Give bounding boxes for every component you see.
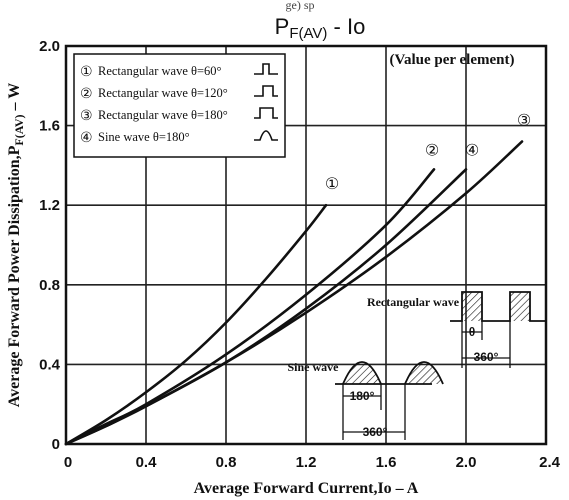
- x-axis-label: Average Forward Current,Io – A: [194, 480, 419, 497]
- x-tick-label: 1.6: [376, 454, 397, 471]
- sine-period-label: 360°: [363, 425, 388, 439]
- x-tick-label: 0.8: [216, 454, 237, 471]
- x-tick-label: 2.4: [539, 454, 561, 471]
- waveform-icon: [254, 107, 278, 119]
- series-marker-1: ①: [325, 174, 339, 193]
- legend-marker: ③: [80, 108, 93, 124]
- y-tick-label: 1.2: [39, 197, 60, 214]
- sine-wave-inset: Sine wave 180° 360°: [288, 360, 444, 440]
- y-tick-label: 0: [52, 436, 60, 453]
- theta-label: θ: [469, 325, 476, 339]
- legend: ① Rectangular wave θ=60° ② Rectangular wave…: [80, 63, 278, 146]
- chart-title: PF(AV) - Io: [275, 14, 366, 42]
- rectangular-wave-inset: Rectangular wave θ 360°: [367, 291, 545, 368]
- curves: [64, 140, 524, 446]
- sine-hump-2: [404, 361, 444, 385]
- y-tick-label: 0.4: [39, 356, 61, 373]
- legend-item-4: ④ Sine wave θ=180°: [80, 130, 278, 146]
- y-tick-label: 1.6: [39, 118, 60, 135]
- sine-half-label: 180°: [350, 389, 375, 403]
- legend-box: [73, 53, 286, 158]
- y-axis-label: Average Forward Power Dissipation,PF(AV)…: [6, 83, 26, 407]
- y-axis-label-subscript: F(AV): [12, 115, 26, 146]
- y-tick-label: 2.0: [39, 38, 60, 55]
- sine-hump-1: [342, 361, 382, 385]
- waveform-icon: [254, 85, 278, 97]
- value-note: (Value per element): [390, 52, 515, 68]
- legend-item-2: ② Rectangular wave θ=120°: [80, 85, 278, 102]
- x-tick-labels: 0 0.4 0.8 1.2 1.6 2.0 2.4: [64, 454, 561, 471]
- rect-period-label: 360°: [474, 350, 499, 364]
- legend-label: Rectangular wave θ=60°: [98, 64, 222, 78]
- legend-marker: ②: [80, 86, 93, 102]
- top-cutoff-text: ge) sp: [286, 0, 315, 12]
- y-tick-labels: 0 0.4 0.8 1.2 1.6 2.0: [39, 38, 61, 453]
- y-axis-label-unit: – W: [6, 83, 23, 115]
- legend-marker: ①: [80, 64, 93, 80]
- x-tick-label: 1.2: [296, 454, 317, 471]
- x-tick-label: 0.4: [136, 454, 158, 471]
- rect-hatch-2: [510, 292, 530, 321]
- rect-hatch-1: [462, 292, 482, 321]
- x-tick-label: 0: [64, 454, 72, 471]
- x-tick-label: 2.0: [456, 454, 477, 471]
- curve-number-labels: ① ② ③ ④: [325, 111, 531, 194]
- rectangular-wave-label: Rectangular wave: [367, 295, 460, 309]
- sine-wave-label: Sine wave: [288, 360, 340, 374]
- series-line-1: [64, 203, 328, 446]
- legend-label: Sine wave θ=180°: [98, 130, 190, 144]
- legend-item-1: ① Rectangular wave θ=60°: [80, 63, 278, 80]
- legend-label: Rectangular wave θ=120°: [98, 86, 228, 100]
- plot-frame: [64, 44, 548, 446]
- series-line-2: [64, 168, 436, 446]
- legend-marker: ④: [80, 130, 93, 146]
- waveform-icon: [254, 63, 278, 75]
- series-marker-3: ③: [517, 111, 531, 130]
- series-marker-4: ④: [465, 140, 479, 159]
- legend-label: Rectangular wave θ=180°: [98, 108, 228, 122]
- waveform-icon: [254, 130, 278, 141]
- series-marker-2: ②: [425, 140, 439, 159]
- legend-item-3: ③ Rectangular wave θ=180°: [80, 107, 278, 124]
- series-line-3: [64, 140, 524, 446]
- series-line-4: [64, 168, 468, 446]
- y-tick-label: 0.8: [39, 277, 60, 294]
